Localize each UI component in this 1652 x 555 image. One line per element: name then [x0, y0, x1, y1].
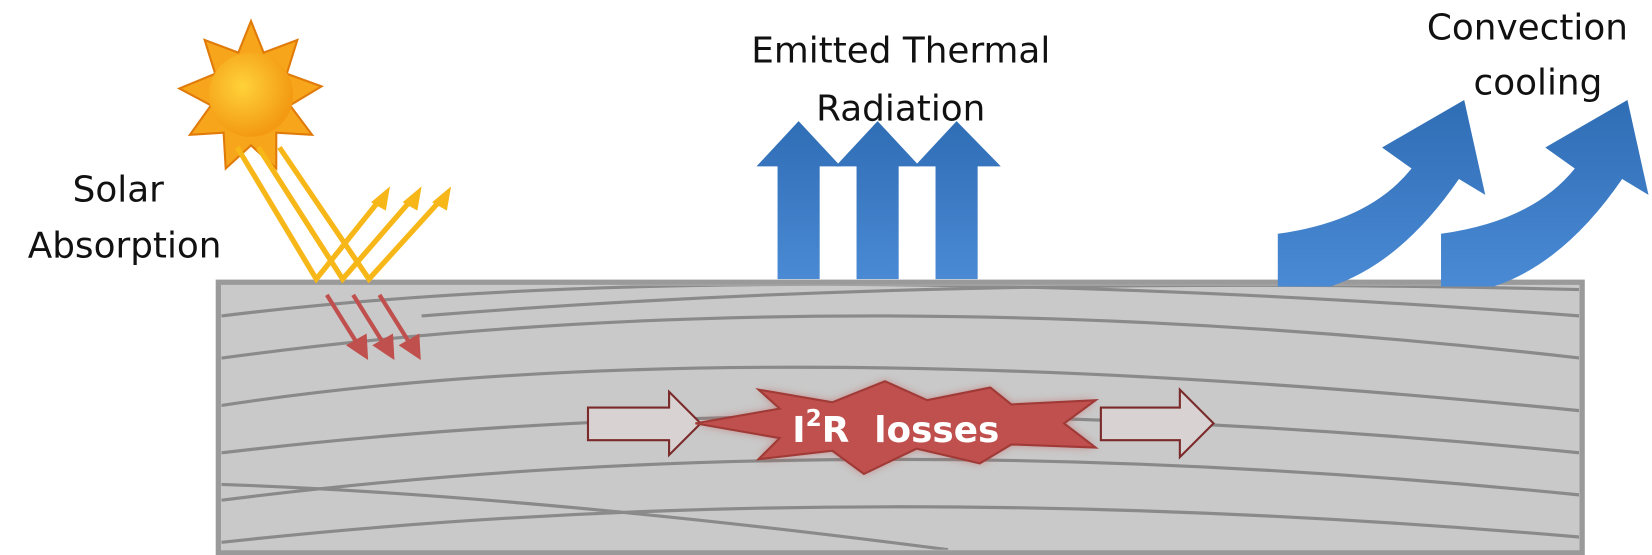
losses-label: I2R losses: [792, 406, 999, 451]
losses-rest: R losses: [822, 410, 1000, 451]
diagram: I2R losses Solar Absorption Emitted Ther…: [0, 0, 1652, 555]
emitted-label: Radiation: [816, 89, 985, 130]
convection-label: cooling: [1474, 62, 1603, 103]
convection-arrows: [1278, 100, 1649, 286]
solar-label: Absorption: [28, 225, 222, 266]
losses-superscript: 2: [806, 406, 822, 432]
solar-rays: [237, 147, 451, 279]
radiation-arrows: [756, 121, 1000, 279]
sun: [179, 21, 321, 168]
losses-base: I: [792, 410, 805, 451]
solar-label: Solar: [73, 170, 165, 211]
convection-label: Convection: [1427, 7, 1628, 48]
page: {"labels": { "solar": ["Solar", "Absorpt…: [0, 0, 1652, 555]
emitted-label: Emitted Thermal: [751, 31, 1050, 72]
